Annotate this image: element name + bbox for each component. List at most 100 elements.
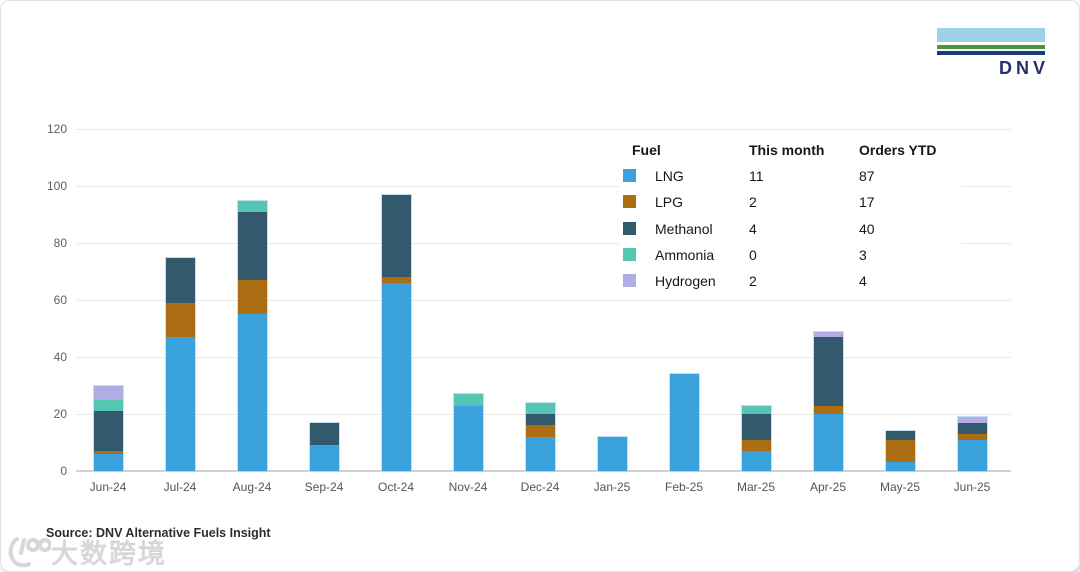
watermark-text: 大数跨境 — [51, 539, 167, 569]
gridline-y40 — [76, 356, 1011, 358]
bar-oct-24[interactable] — [381, 194, 411, 471]
bar-aug-24[interactable] — [237, 200, 267, 471]
bar-segment-dec-24-lpg[interactable] — [525, 425, 555, 437]
legend-row-lng[interactable]: LNG 11 87 — [619, 167, 961, 189]
bar-segment-dec-24-ammonia[interactable] — [525, 402, 555, 415]
legend-fuel-name: LPG — [655, 194, 684, 211]
bar-segment-dec-24-methanol[interactable] — [525, 414, 555, 426]
legend-this-month-value: 11 — [749, 168, 764, 184]
legend-this-month-value: 2 — [749, 194, 757, 211]
bar-segment-aug-24-methanol[interactable] — [237, 212, 267, 281]
watermark-logo-icon — [8, 536, 51, 567]
x-axis-label-apr-25: Apr-25 — [809, 480, 847, 494]
y-tick-label-120: 120 — [46, 122, 67, 137]
bar-segment-jun-24-methanol[interactable] — [93, 411, 123, 452]
bar-segment-jul-24-lpg[interactable] — [165, 303, 195, 338]
x-axis-label-may-25: May-25 — [879, 480, 920, 494]
x-axis-label-jun-24: Jun-24 — [89, 480, 127, 494]
legend-orders-ytd-value: 4 — [859, 273, 867, 290]
bar-segment-feb-25-lng[interactable] — [669, 374, 699, 471]
bar-segment-sep-24-lng[interactable] — [309, 445, 339, 471]
legend-orders-ytd-value: 3 — [859, 246, 867, 263]
bar-segment-oct-24-methanol[interactable] — [381, 194, 411, 278]
bar-jan-25[interactable] — [597, 436, 627, 471]
legend-row-ammonia[interactable]: Ammonia 0 3 — [619, 246, 961, 268]
legend-fuel-name: Methanol — [655, 220, 713, 237]
x-axis-label-dec-24: Dec-24 — [520, 480, 560, 494]
y-tick-label-100: 100 — [46, 179, 67, 194]
gridline-y80 — [76, 242, 1011, 244]
dnv-logo-green-bar — [937, 45, 1045, 49]
bar-segment-jan-25-lng[interactable] — [597, 436, 627, 471]
x-axis-line — [76, 470, 1011, 472]
bar-may-25[interactable] — [885, 431, 915, 471]
gridline-y100 — [76, 185, 1011, 187]
bar-feb-25[interactable] — [669, 374, 699, 471]
bar-segment-jul-24-methanol[interactable] — [165, 257, 195, 304]
bar-segment-mar-25-ammonia[interactable] — [741, 405, 771, 415]
bar-segment-jul-24-lng[interactable] — [165, 337, 195, 471]
bar-segment-aug-24-ammonia[interactable] — [237, 200, 267, 212]
legend-swatch-lpg — [623, 195, 636, 209]
legend-row-lpg[interactable]: LPG 2 17 — [619, 193, 961, 215]
bar-segment-jun-24-lng[interactable] — [93, 453, 123, 471]
bar-segment-may-25-methanol[interactable] — [885, 431, 915, 440]
gridline-y60 — [76, 299, 1011, 301]
x-axis-label-jul-24: Jul-24 — [163, 480, 197, 494]
bar-segment-jun-25-methanol[interactable] — [957, 422, 987, 434]
bar-jul-24[interactable] — [165, 257, 195, 471]
bar-mar-25[interactable] — [741, 405, 771, 471]
legend-row-hydrogen[interactable]: Hydrogen 2 4 — [619, 272, 961, 294]
legend-table: Fuel This month Orders YTD LNG 11 87 LPG 2 17… — [619, 134, 961, 296]
bar-segment-may-25-lpg[interactable] — [885, 439, 915, 463]
bar-segment-apr-25-methanol[interactable] — [813, 337, 843, 406]
bar-segment-jun-25-lng[interactable] — [957, 439, 987, 471]
bar-jun-24[interactable] — [93, 385, 123, 471]
bar-segment-jun-24-lpg[interactable] — [93, 451, 123, 454]
bar-segment-aug-24-lpg[interactable] — [237, 280, 267, 315]
legend-fuel-name: Hydrogen — [655, 273, 716, 290]
source-note: Source: DNV Alternative Fuels Insight — [46, 526, 271, 540]
legend-orders-ytd-value: 40 — [859, 220, 875, 237]
gridline-y120 — [76, 128, 1011, 130]
dnv-logo-lightblue-bar — [937, 28, 1045, 42]
legend-header-this-month: This month — [749, 142, 825, 158]
bar-segment-jun-24-hydrogen[interactable] — [93, 385, 123, 400]
y-tick-label-40: 40 — [53, 350, 67, 365]
bar-apr-25[interactable] — [813, 331, 843, 471]
y-tick-label-0: 0 — [60, 464, 67, 478]
legend-this-month-value: 4 — [749, 220, 757, 237]
bar-segment-aug-24-lng[interactable] — [237, 314, 267, 471]
bar-segment-dec-24-lng[interactable] — [525, 436, 555, 471]
bar-segment-apr-25-lpg[interactable] — [813, 405, 843, 415]
y-tick-label-60: 60 — [53, 293, 67, 308]
bar-jun-25[interactable] — [957, 416, 987, 471]
bar-segment-mar-25-methanol[interactable] — [741, 414, 771, 440]
x-axis-label-nov-24: Nov-24 — [448, 480, 488, 494]
legend-row-methanol[interactable]: Methanol 4 40 — [619, 220, 961, 242]
bar-segment-sep-24-methanol[interactable] — [309, 422, 339, 446]
bar-segment-apr-25-hydrogen[interactable] — [813, 331, 843, 338]
bar-dec-24[interactable] — [525, 402, 555, 471]
x-axis-label-feb-25: Feb-25 — [664, 480, 704, 494]
bar-segment-nov-24-ammonia[interactable] — [453, 394, 483, 406]
bar-sep-24[interactable] — [309, 422, 339, 471]
bar-nov-24[interactable] — [453, 394, 483, 471]
bar-segment-jun-24-ammonia[interactable] — [93, 399, 123, 412]
bar-segment-oct-24-lpg[interactable] — [381, 277, 411, 284]
bar-segment-mar-25-lpg[interactable] — [741, 439, 771, 452]
bar-segment-apr-25-lng[interactable] — [813, 414, 843, 471]
bar-segment-jun-25-lpg[interactable] — [957, 433, 987, 440]
bar-segment-oct-24-lng[interactable] — [381, 283, 411, 471]
bar-segment-mar-25-lng[interactable] — [741, 451, 771, 471]
x-axis-label-mar-25: Mar-25 — [736, 480, 775, 494]
bar-segment-jun-25-hydrogen[interactable] — [957, 416, 987, 423]
dnv-logo-navy-bar — [937, 50, 1045, 55]
bar-segment-nov-24-lng[interactable] — [453, 405, 483, 471]
bar-segment-may-25-lng[interactable] — [885, 462, 915, 471]
dnv-logo-text: DNV — [998, 57, 1049, 78]
legend-orders-ytd-value: 17 — [859, 194, 875, 211]
y-tick-label-80: 80 — [53, 236, 67, 251]
legend-swatch-methanol — [623, 221, 636, 235]
